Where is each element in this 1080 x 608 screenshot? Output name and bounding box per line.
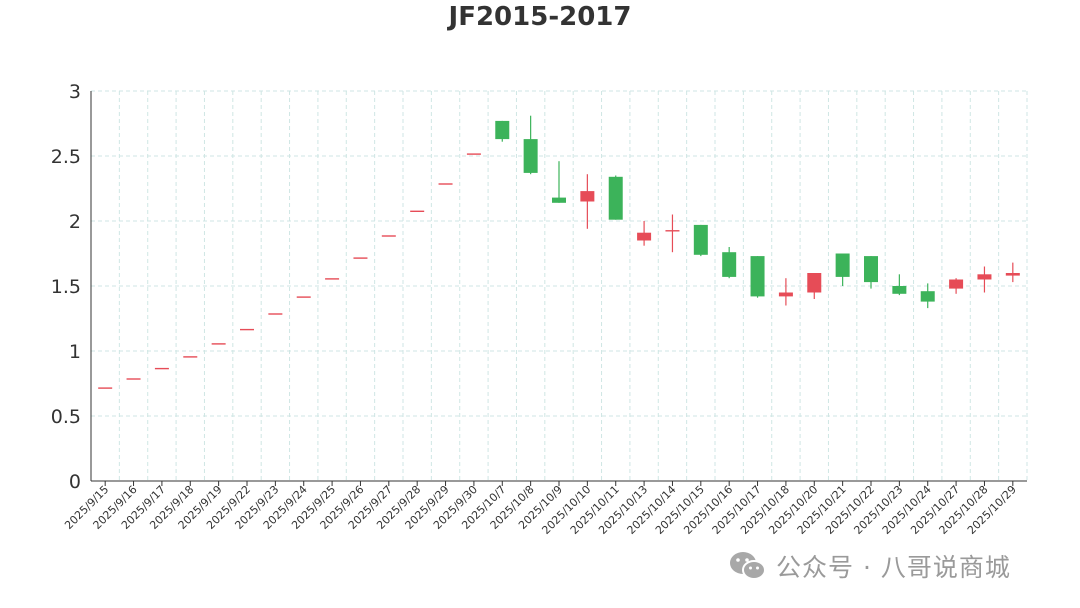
candle-body — [977, 274, 992, 280]
candle — [466, 153, 481, 155]
y-tick-label: 0.5 — [51, 406, 81, 428]
candle-body — [693, 224, 708, 255]
grid-lines — [91, 90, 1028, 481]
candle — [1005, 262, 1020, 283]
candle-body — [495, 120, 510, 140]
candle — [835, 253, 850, 286]
candle-body — [949, 279, 964, 289]
candle-body — [438, 183, 453, 185]
candle-body — [835, 253, 850, 277]
candle-body — [722, 252, 737, 277]
candle — [268, 313, 283, 315]
candle — [552, 161, 566, 203]
candle-body — [864, 256, 878, 283]
candle-body — [750, 256, 765, 297]
candle-body — [296, 296, 311, 298]
candle — [722, 247, 737, 279]
candle-body — [637, 232, 652, 241]
candle-body — [353, 257, 368, 259]
candle-body — [126, 378, 141, 380]
x-axis-tick-labels: 2025/9/152025/9/162025/9/172025/9/182025… — [62, 483, 1019, 537]
candle — [665, 214, 680, 253]
candle — [807, 273, 822, 299]
candle-body — [98, 387, 113, 389]
candle-body — [466, 153, 481, 155]
candle — [98, 387, 113, 389]
candle — [977, 266, 992, 293]
candle-body — [211, 343, 226, 345]
candle-body — [665, 230, 680, 232]
chart-title: JF2015-2017 — [448, 2, 632, 32]
y-tick-label: 1 — [69, 341, 81, 363]
candle-body — [381, 235, 396, 237]
candle — [438, 183, 453, 185]
candle-body — [608, 176, 623, 220]
candle-body — [552, 197, 566, 203]
candle — [325, 278, 340, 280]
candle-body — [920, 291, 935, 302]
y-tick-label: 3 — [69, 81, 81, 103]
candle — [864, 256, 878, 289]
candle — [949, 278, 964, 294]
candle — [126, 378, 141, 380]
candle — [608, 175, 623, 220]
wechat-logo-icon — [730, 552, 766, 580]
candle — [410, 210, 425, 212]
y-tick-label: 2.5 — [51, 146, 81, 168]
candle-body — [523, 139, 538, 173]
y-tick-label: 1.5 — [51, 276, 81, 298]
candle — [920, 283, 935, 309]
y-axis-tick-labels: 0 0.5 1 1.5 2 2.5 3 — [51, 81, 81, 493]
axes — [90, 91, 1027, 486]
candle — [892, 274, 907, 296]
watermark: 公众号 · 八哥说商城 — [728, 548, 1011, 584]
candle — [240, 328, 254, 331]
candle-body — [1005, 273, 1020, 276]
candle — [637, 221, 652, 246]
candle — [580, 174, 595, 229]
candle — [154, 367, 169, 370]
candle-body — [410, 210, 425, 212]
candle — [211, 343, 226, 345]
candle-body — [892, 286, 907, 294]
candle — [495, 120, 510, 142]
candles — [98, 115, 1020, 389]
candle — [353, 257, 368, 259]
candle — [183, 356, 198, 358]
y-tick-label: 0 — [69, 471, 81, 493]
candle-body — [778, 292, 793, 297]
candle-body — [154, 367, 169, 370]
y-tick-label: 2 — [69, 211, 81, 233]
candle — [523, 115, 538, 175]
candle — [296, 296, 311, 298]
candle-body — [240, 328, 254, 331]
candle-body — [183, 356, 198, 358]
candle — [778, 278, 793, 306]
candle — [693, 224, 708, 257]
candle-body — [580, 191, 595, 202]
watermark-text: 公众号 · 八哥说商城 — [776, 553, 1011, 582]
candle — [381, 235, 396, 237]
candle-body — [268, 313, 283, 315]
candle — [750, 256, 765, 298]
candle-body — [325, 278, 340, 280]
candle-body — [807, 273, 822, 293]
